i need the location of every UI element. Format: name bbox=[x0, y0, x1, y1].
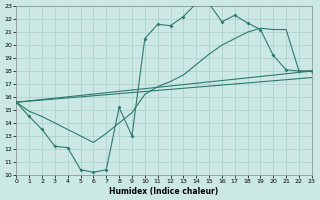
X-axis label: Humidex (Indice chaleur): Humidex (Indice chaleur) bbox=[109, 187, 219, 196]
